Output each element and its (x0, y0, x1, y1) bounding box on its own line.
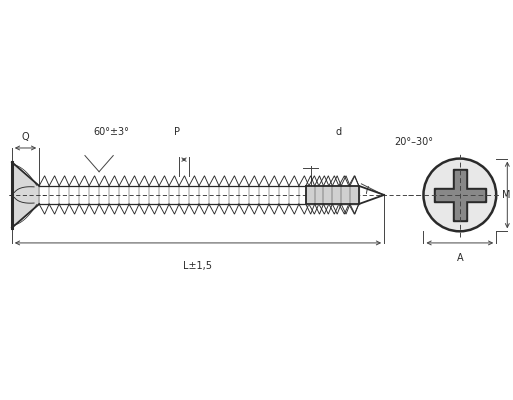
Circle shape (423, 158, 496, 231)
Text: Q: Q (21, 132, 29, 142)
Text: M: M (502, 190, 510, 200)
Polygon shape (12, 162, 39, 228)
Text: 60°±3°: 60°±3° (93, 127, 129, 137)
Text: d: d (336, 127, 342, 137)
Polygon shape (306, 186, 359, 204)
Polygon shape (453, 169, 467, 221)
Text: P: P (174, 127, 180, 137)
Polygon shape (455, 171, 465, 219)
Polygon shape (436, 190, 484, 200)
Text: 20°–30°: 20°–30° (394, 137, 433, 147)
Text: A: A (457, 253, 463, 263)
Polygon shape (433, 188, 486, 202)
Text: L±1,5: L±1,5 (183, 261, 212, 271)
